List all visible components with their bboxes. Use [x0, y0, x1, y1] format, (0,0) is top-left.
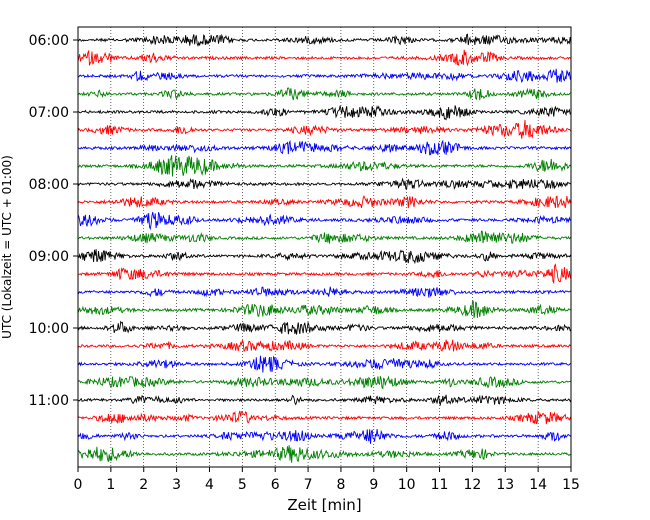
seismogram-trace	[77, 177, 572, 190]
x-tick-label: 0	[74, 477, 83, 493]
seismogram-trace	[77, 33, 572, 47]
x-tick-label: 13	[496, 477, 514, 493]
x-tick-label: 2	[139, 477, 148, 493]
y-axis-label: UTC (Lokalzeit = UTC + 01:00)	[0, 155, 14, 339]
x-tick-label: 14	[529, 477, 547, 493]
seismogram-trace	[77, 394, 572, 407]
x-tick-label: 12	[463, 477, 481, 493]
plot-frame	[77, 26, 572, 468]
seismogram-trace	[77, 355, 572, 373]
x-tick-label: 3	[172, 477, 181, 493]
x-axis-label: Zeit [min]	[287, 496, 361, 514]
y-tick-label: 09:00	[29, 249, 69, 265]
seismogram-trace	[77, 68, 572, 84]
x-tick-label: 10	[398, 477, 416, 493]
seismogram-trace	[77, 263, 572, 285]
seismogram-trace	[77, 320, 572, 335]
x-tick-label: 15	[562, 477, 580, 493]
seismogram-trace	[77, 230, 572, 244]
seismogram-trace	[77, 120, 572, 139]
seismogram-trace	[77, 87, 572, 101]
x-tick-label: 6	[271, 477, 280, 493]
y-tick-label: 11:00	[29, 393, 69, 409]
seismogram-trace	[77, 410, 572, 425]
seismogram-trace	[77, 375, 572, 390]
y-axis-ticks: 06:00 07:00 08:00 09:00 10:00 11:00	[29, 33, 78, 409]
y-tick-label: 10:00	[29, 321, 69, 337]
seismogram-trace	[77, 286, 572, 298]
x-tick-label: 9	[369, 477, 378, 493]
seismogram-trace	[77, 105, 572, 121]
seismogram-trace	[77, 445, 572, 463]
x-tick-label: 7	[304, 477, 313, 493]
seismogram-trace	[77, 211, 572, 231]
x-tick-label: 5	[238, 477, 247, 493]
trace-group	[77, 33, 572, 463]
seismogram-trace	[77, 49, 572, 67]
seismogram-trace	[77, 194, 572, 209]
x-tick-label: 4	[205, 477, 214, 493]
y-tick-label: 08:00	[29, 177, 69, 193]
seismogram-trace	[77, 155, 572, 177]
vertical-grid	[110, 27, 539, 467]
y-tick-label: 06:00	[29, 33, 69, 49]
seismogram-trace	[77, 139, 572, 156]
y-tick-label: 07:00	[29, 105, 69, 121]
seismogram-trace	[77, 429, 572, 444]
x-axis-ticks: 0 1 2 3 4 5 6 7 8 9 10 11 12 13 14 15	[74, 467, 580, 493]
seismogram-trace	[77, 339, 572, 352]
x-tick-label: 1	[106, 477, 115, 493]
x-tick-label: 11	[431, 477, 449, 493]
seismogram-trace	[77, 249, 572, 265]
seismogram-trace	[77, 300, 572, 319]
x-tick-label: 8	[336, 477, 345, 493]
